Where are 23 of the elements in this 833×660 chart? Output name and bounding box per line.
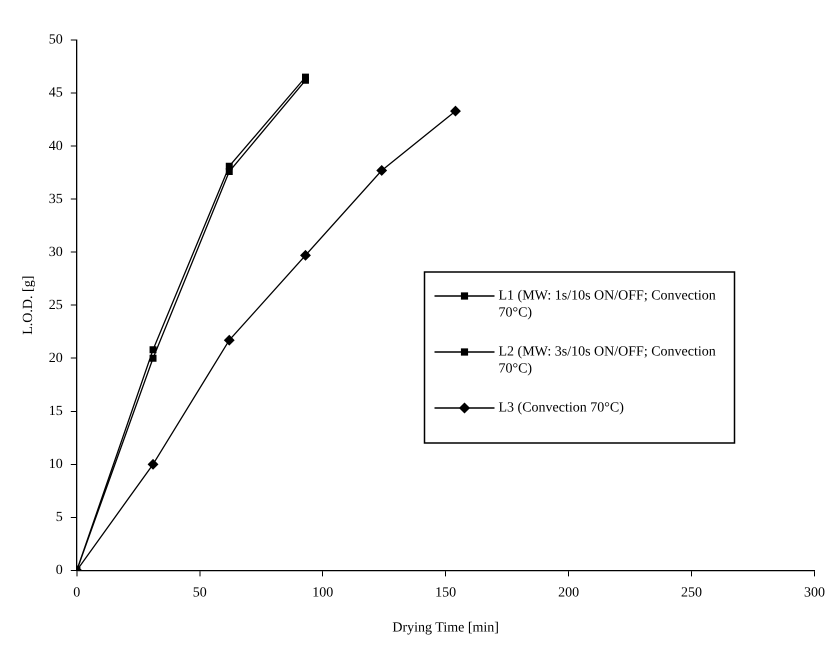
x-axis-title: Drying Time [min] (392, 620, 499, 636)
y-tick-label: 40 (48, 138, 63, 154)
x-tick-label: 300 (804, 585, 825, 600)
y-tick-label: 30 (48, 244, 63, 260)
x-tick-label: 200 (558, 585, 580, 600)
y-tick-label: 35 (48, 192, 63, 207)
y-tick-label: 15 (48, 404, 63, 419)
y-tick-label: 10 (48, 456, 63, 472)
x-tick-label: 150 (435, 585, 456, 600)
legend-label: L1 (MW: 1s/10s ON/OFF; Convection 70°C) (498, 288, 716, 321)
y-tick-label: 0 (56, 563, 63, 578)
y-tick-label: 5 (56, 510, 63, 526)
legend-label: L3 (Convection 70°C) (498, 400, 624, 416)
y-axis-title: L.O.D. [g] (21, 276, 36, 335)
x-tick-label: 100 (312, 585, 334, 600)
x-tick-label: 250 (681, 585, 702, 600)
y-tick-label: 20 (48, 350, 63, 366)
legend-label: L2 (MW: 3s/10s ON/OFF; Convection 70°C) (498, 344, 716, 377)
y-tick-label: 25 (48, 298, 63, 313)
x-tick-label: 0 (73, 585, 80, 600)
x-tick-label: 50 (192, 585, 207, 600)
y-tick-label: 45 (48, 86, 63, 101)
y-tick-label: 50 (48, 32, 63, 48)
